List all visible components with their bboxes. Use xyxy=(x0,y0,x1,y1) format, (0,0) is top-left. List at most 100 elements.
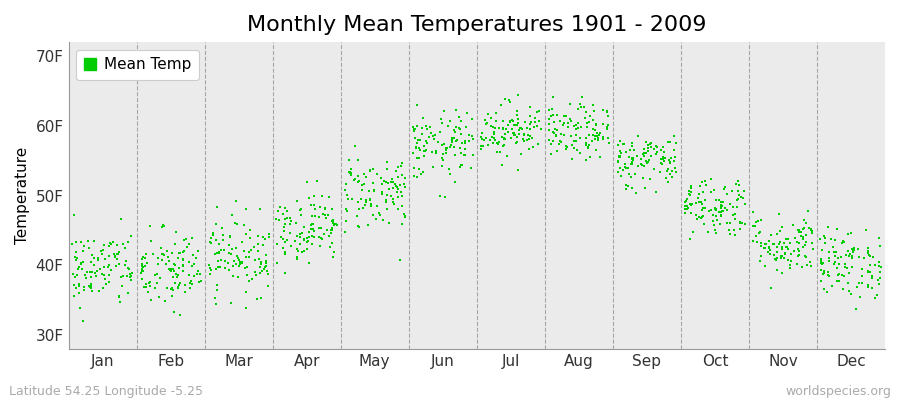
Point xyxy=(359,173,374,180)
Point xyxy=(720,190,734,197)
Point xyxy=(305,213,320,220)
Point xyxy=(233,259,248,265)
Point xyxy=(474,143,489,150)
Point xyxy=(662,138,676,145)
Point xyxy=(94,247,108,254)
Point xyxy=(81,283,95,289)
Point xyxy=(417,169,431,176)
Point xyxy=(731,178,745,184)
Point xyxy=(92,288,106,294)
Point xyxy=(777,240,791,247)
Point xyxy=(574,93,589,100)
Point xyxy=(447,144,462,151)
Point xyxy=(723,220,737,226)
Point xyxy=(763,285,778,291)
Point xyxy=(275,211,290,217)
Point xyxy=(549,148,563,154)
Point xyxy=(82,245,96,252)
Point xyxy=(102,253,116,260)
Point xyxy=(503,119,517,126)
Point xyxy=(791,253,806,259)
Point xyxy=(121,265,135,271)
Point xyxy=(802,225,816,232)
Point xyxy=(290,233,304,239)
Point xyxy=(415,131,429,137)
Point xyxy=(818,234,832,241)
Point xyxy=(140,259,154,266)
Point xyxy=(84,283,98,289)
Point xyxy=(653,160,668,166)
Point xyxy=(792,240,806,246)
Point xyxy=(156,222,170,228)
Point xyxy=(136,268,150,274)
Point xyxy=(235,259,249,266)
Point xyxy=(643,141,657,147)
Point xyxy=(173,280,187,286)
Point xyxy=(614,150,628,156)
Point xyxy=(816,259,831,266)
Point xyxy=(255,268,269,274)
Point xyxy=(733,226,747,232)
Point xyxy=(190,271,204,277)
Point xyxy=(708,196,723,203)
Point xyxy=(682,188,697,195)
Point xyxy=(318,206,332,212)
Point xyxy=(226,272,240,279)
Point xyxy=(842,251,857,257)
Point xyxy=(360,222,374,228)
Point xyxy=(350,213,365,219)
Point xyxy=(841,230,855,237)
Point xyxy=(108,263,122,269)
Point xyxy=(846,248,860,255)
Point xyxy=(790,226,805,233)
Point xyxy=(380,192,394,199)
Point xyxy=(854,280,868,286)
Point xyxy=(817,269,832,276)
Point xyxy=(680,206,694,212)
Point xyxy=(83,284,97,290)
Point xyxy=(457,138,472,144)
Point xyxy=(112,292,126,299)
Point xyxy=(790,246,805,252)
Point xyxy=(805,226,819,232)
Point xyxy=(211,264,225,270)
Point xyxy=(351,179,365,186)
Point xyxy=(320,211,335,218)
Point xyxy=(825,283,840,289)
Point xyxy=(652,168,667,175)
Point xyxy=(326,218,340,225)
Point xyxy=(391,174,405,181)
Point xyxy=(374,175,388,181)
Point xyxy=(246,276,260,282)
Point xyxy=(684,210,698,216)
Point xyxy=(796,225,811,231)
Point xyxy=(379,197,393,203)
Point xyxy=(686,229,700,235)
Point xyxy=(784,258,798,264)
Point xyxy=(387,201,401,208)
Point xyxy=(621,171,635,178)
Point xyxy=(794,229,808,236)
Point xyxy=(453,144,467,151)
Point xyxy=(845,246,859,252)
Point xyxy=(625,140,639,146)
Point xyxy=(618,186,633,192)
Point xyxy=(873,275,887,282)
Point xyxy=(733,219,747,225)
Point xyxy=(589,121,603,128)
Point xyxy=(69,249,84,256)
Point xyxy=(842,270,856,276)
Point xyxy=(586,132,600,138)
Point xyxy=(667,147,681,153)
Point xyxy=(170,284,184,290)
Point xyxy=(292,234,307,240)
Point xyxy=(125,270,140,276)
Point xyxy=(617,161,632,168)
Point xyxy=(436,151,450,158)
Point xyxy=(619,181,634,188)
Point xyxy=(443,171,457,178)
Point xyxy=(382,186,397,192)
Point xyxy=(182,241,196,248)
Point xyxy=(841,280,855,286)
Point xyxy=(574,124,589,130)
